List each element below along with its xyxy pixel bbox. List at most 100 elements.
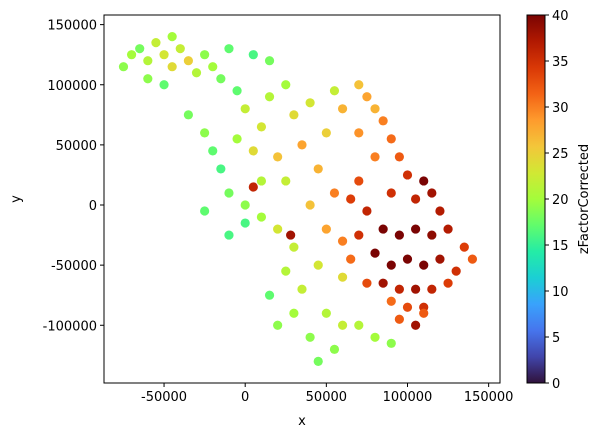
scatter-point	[289, 110, 299, 120]
colorbar	[526, 14, 546, 384]
scatter-point	[224, 188, 234, 198]
scatter-point	[273, 320, 283, 330]
scatter-point	[143, 74, 153, 84]
scatter-point	[216, 74, 226, 84]
scatter-point	[208, 62, 218, 72]
scatter-point	[411, 194, 421, 204]
scatter-point	[313, 356, 323, 366]
scatter-point	[281, 176, 291, 186]
scatter-point	[232, 134, 242, 144]
scatter-point	[329, 344, 340, 354]
scatter-point	[329, 188, 340, 198]
scatter-point	[419, 308, 429, 318]
scatter-point	[370, 248, 380, 258]
scatter-point	[419, 260, 429, 270]
scatter-point	[337, 236, 348, 246]
y-tick-label: 150000	[47, 19, 97, 34]
colorbar-tick-label: 25	[552, 147, 569, 162]
scatter-point	[451, 266, 461, 276]
scatter-point	[135, 44, 145, 54]
x-tick-label: 0	[241, 390, 249, 405]
scatter-point	[362, 206, 372, 216]
scatter-point	[248, 146, 258, 156]
scatter-point	[313, 260, 323, 270]
scatter-point	[370, 152, 380, 162]
scatter-point	[286, 230, 296, 240]
scatter-point	[264, 290, 275, 300]
colorbar-tick-label: 20	[552, 193, 569, 208]
x-tick-label: 150000	[464, 390, 514, 405]
scatter-point	[354, 80, 364, 90]
scatter-point	[321, 224, 331, 234]
scatter-point	[346, 194, 356, 204]
scatter-point	[191, 68, 202, 78]
scatter-point	[443, 278, 453, 288]
scatter-point	[337, 272, 348, 282]
scatter-point	[240, 218, 250, 228]
scatter-point	[256, 176, 267, 186]
scatter-point	[394, 152, 404, 162]
scatter-point	[354, 128, 364, 138]
scatter-point	[402, 254, 413, 264]
scatter-point	[232, 86, 242, 96]
scatter-point	[435, 206, 445, 216]
axes-frame	[103, 14, 501, 384]
colorbar-label: zFactorCorrected	[577, 144, 592, 254]
x-tick-label: 50000	[306, 390, 347, 405]
scatter-point	[402, 170, 413, 180]
y-tick-label: 0	[89, 199, 97, 214]
scatter-point	[321, 128, 331, 138]
scatter-point	[394, 284, 404, 294]
scatter-point	[281, 266, 291, 276]
scatter-point	[305, 332, 315, 342]
scatter-point	[273, 224, 283, 234]
colorbar-tick-label: 5	[552, 331, 560, 346]
plot-area	[118, 32, 478, 366]
scatter-point	[370, 332, 380, 342]
scatter-point	[411, 284, 421, 294]
scatter-point	[240, 104, 250, 114]
scatter-point	[313, 164, 323, 174]
colorbar-tick-label: 10	[552, 285, 569, 300]
scatter-point	[297, 284, 307, 294]
scatter-point	[337, 104, 348, 114]
scatter-point	[159, 80, 169, 90]
colorbar-tick-label: 35	[552, 55, 569, 70]
scatter-point	[264, 92, 275, 102]
scatter-point	[273, 152, 283, 162]
scatter-point	[386, 260, 396, 270]
x-tick-label: 100000	[383, 390, 433, 405]
scatter-point	[305, 98, 315, 108]
scatter-point	[167, 32, 177, 42]
scatter-point	[216, 164, 226, 174]
scatter-point	[354, 176, 364, 186]
scatter-point	[256, 122, 267, 132]
scatter-point	[118, 62, 129, 72]
scatter-point	[183, 110, 193, 120]
scatter-point	[386, 338, 396, 348]
scatter-point	[467, 254, 478, 264]
x-axis-label: x	[298, 414, 306, 429]
scatter-point	[362, 92, 372, 102]
scatter-point	[248, 182, 258, 192]
scatter-point	[354, 230, 364, 240]
scatter-point	[435, 254, 445, 264]
colorbar-tick-label: 0	[552, 377, 560, 392]
y-tick-label: 50000	[56, 139, 97, 154]
scatter-point	[362, 278, 372, 288]
scatter-point	[370, 104, 380, 114]
scatter-point	[143, 56, 153, 66]
scatter-point	[346, 254, 356, 264]
scatter-point	[264, 56, 275, 66]
scatter-point	[394, 314, 404, 324]
scatter-point	[459, 242, 469, 252]
y-tick-label: -100000	[43, 319, 97, 334]
scatter-point	[256, 212, 267, 222]
scatter-point	[386, 134, 396, 144]
x-tick-label: -50000	[141, 390, 187, 405]
scatter-point	[378, 278, 388, 288]
scatter-point	[200, 206, 210, 216]
scatter-point	[224, 230, 234, 240]
colorbar-tick-label: 40	[552, 9, 569, 24]
